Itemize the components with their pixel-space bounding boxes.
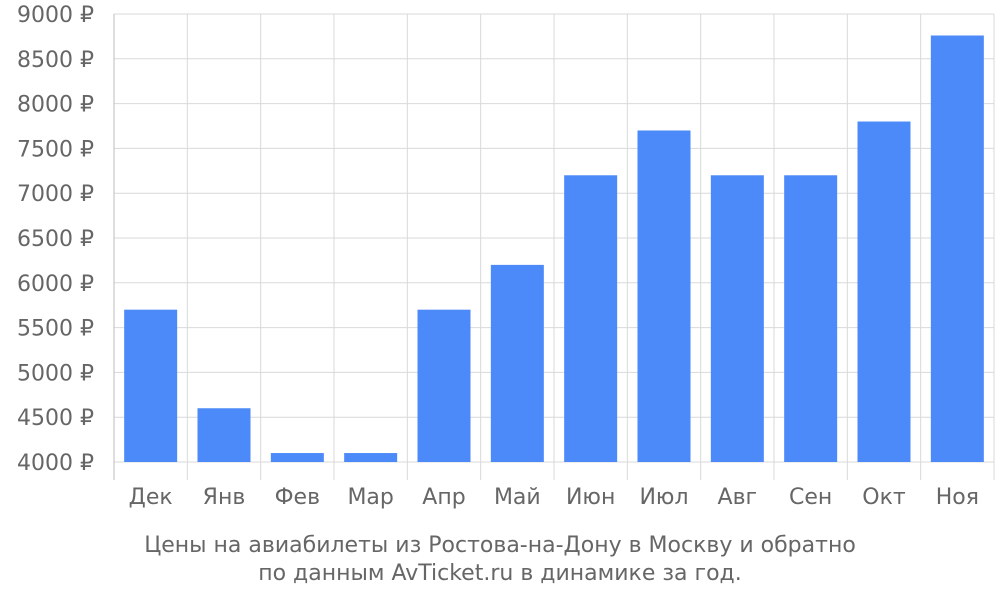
chart-caption: Цены на авиабилеты из Ростова-на-Дону в … xyxy=(0,532,1000,588)
x-tick-label: Авг xyxy=(718,485,758,510)
x-tick-label: Сен xyxy=(789,485,832,510)
x-tick-label: Дек xyxy=(129,485,173,510)
x-tick-label: Ноя xyxy=(936,485,979,510)
y-tick-label: 8000 ₽ xyxy=(17,93,94,118)
bar-7 xyxy=(564,175,618,462)
x-tick-labels: Дек Янв Фев Мар Апр Май Июн Июл Авг Сен Окт Ноя xyxy=(129,485,979,510)
y-tick-label: 4500 ₽ xyxy=(17,406,94,431)
y-tick-label: 6000 ₽ xyxy=(17,272,94,297)
y-tick-labels: 4000 ₽ 4500 ₽ 5000 ₽ 5500 ₽ 6000 ₽ 6500 ₽ 7000… xyxy=(17,3,94,476)
caption-line-1: Цены на авиабилеты из Ростова-на-Дону в … xyxy=(144,533,856,558)
bar-12 xyxy=(930,35,984,463)
x-tick-label: Фев xyxy=(275,485,320,510)
bar-5 xyxy=(417,309,471,462)
bar-10 xyxy=(784,175,838,462)
bar-6 xyxy=(490,264,544,462)
y-tick-label: 8500 ₽ xyxy=(17,48,94,73)
y-tick-label: 4000 ₽ xyxy=(17,451,94,476)
y-tick-label: 5000 ₽ xyxy=(17,361,94,386)
bar-4 xyxy=(344,453,398,462)
bar-11 xyxy=(857,121,911,463)
bar-3 xyxy=(270,453,324,462)
bar-8 xyxy=(637,130,691,463)
x-tick-label: Окт xyxy=(862,485,906,510)
x-tick-label: Мар xyxy=(347,485,393,510)
y-tick-label: 6500 ₽ xyxy=(17,227,94,252)
grid xyxy=(114,13,995,480)
x-tick-label: Май xyxy=(494,485,541,510)
x-tick-label: Июн xyxy=(566,485,615,510)
bar-chart: 4000 ₽ 4500 ₽ 5000 ₽ 5500 ₽ 6000 ₽ 6500 ₽ 7000… xyxy=(17,3,995,510)
x-tick-label: Апр xyxy=(422,485,465,510)
x-tick-label: Янв xyxy=(203,485,246,510)
y-tick-label: 7000 ₽ xyxy=(17,182,94,207)
bar-2 xyxy=(197,408,251,462)
y-tick-label: 9000 ₽ xyxy=(17,3,94,28)
y-tick-label: 7500 ₽ xyxy=(17,137,94,162)
caption-line-2: по данным AvTicket.ru в динамике за год. xyxy=(258,561,742,586)
bars xyxy=(124,35,984,463)
bar-1 xyxy=(124,309,178,462)
x-tick-label: Июл xyxy=(639,485,688,510)
bar-9 xyxy=(710,175,764,462)
y-tick-label: 5500 ₽ xyxy=(17,317,94,342)
